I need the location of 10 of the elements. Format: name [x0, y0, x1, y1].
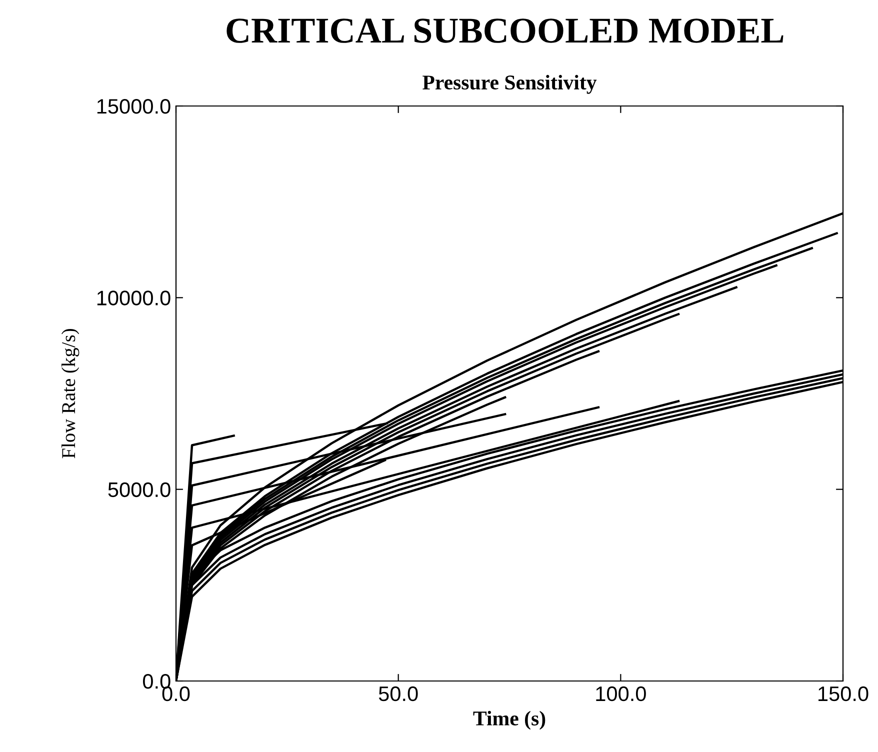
y-tick-label: 10000.0 — [97, 290, 170, 306]
x-tick-label: 50.0 — [378, 686, 418, 702]
y-tick-label: 15000.0 — [97, 99, 170, 114]
x-tick-label: 150.0 — [818, 686, 868, 702]
y-tick-label: 5000.0 — [108, 482, 170, 498]
x-tick-label: 100.0 — [596, 686, 646, 702]
chart-subtitle: Pressure Sensitivity — [422, 74, 597, 94]
y-axis-title: Flow Rate (kg/s) — [61, 329, 80, 458]
x-axis-title: Time (s) — [473, 710, 546, 730]
chart-title: CRITICAL SUBCOOLED MODEL — [226, 18, 784, 43]
